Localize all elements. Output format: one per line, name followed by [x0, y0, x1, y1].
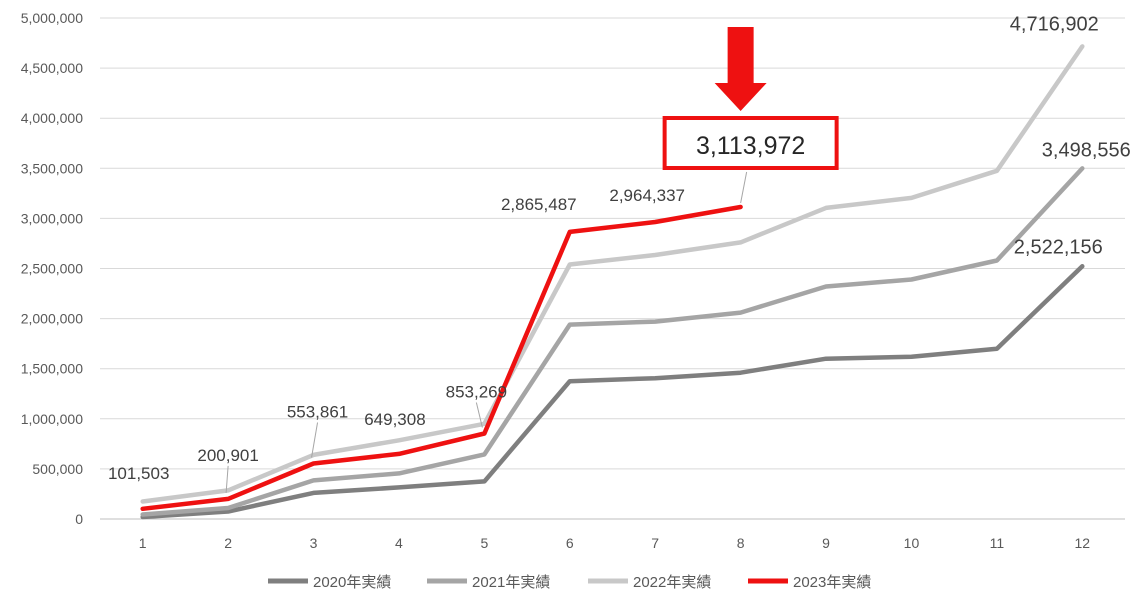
x-axis-ticks: 1 2 3 4 5 6 7 8 9 10 11 12 [139, 535, 1090, 551]
x-tick-label: 8 [737, 535, 745, 551]
series-lines [140, 44, 1085, 520]
legend-label: 2023年実績 [793, 574, 871, 591]
x-tick-label: 4 [395, 535, 403, 551]
callout-value: 3,113,972 [696, 132, 805, 160]
y-tick-label: 1,500,000 [21, 361, 83, 377]
end-data-label: 4,716,902 [1010, 13, 1099, 35]
callout-leader-line [740, 171, 748, 204]
series-line [140, 44, 1085, 504]
series-line [140, 166, 1085, 517]
data-label: 101,503 [108, 464, 169, 483]
y-tick-label: 3,000,000 [21, 210, 83, 226]
legend-label: 2021年実績 [472, 574, 550, 591]
legend-label: 2022年実績 [633, 574, 711, 591]
x-tick-label: 2 [224, 535, 232, 551]
x-tick-label: 6 [566, 535, 574, 551]
x-tick-label: 3 [310, 535, 318, 551]
leader-line [225, 465, 229, 493]
y-tick-label: 1,000,000 [21, 411, 83, 427]
y-tick-label: 2,500,000 [21, 261, 83, 277]
leader-line [475, 402, 483, 428]
down-arrow-icon [714, 27, 767, 111]
end-data-label: 2,522,156 [1014, 236, 1103, 258]
x-tick-label: 11 [990, 535, 1005, 551]
label-leader-lines [225, 171, 748, 493]
x-tick-label: 9 [822, 535, 830, 551]
y-tick-label: 4,000,000 [21, 110, 83, 126]
y-tick-label: 3,500,000 [21, 160, 83, 176]
callout: 3,113,972 [662, 27, 839, 170]
data-label: 200,901 [197, 446, 258, 465]
y-tick-label: 5,000,000 [21, 10, 83, 26]
y-tick-label: 500,000 [32, 461, 83, 477]
data-label: 2,865,487 [501, 195, 577, 214]
x-tick-label: 10 [904, 535, 920, 551]
y-axis-ticks: 0 500,000 1,000,000 1,500,000 2,000,000 2,500… [21, 10, 84, 527]
x-tick-label: 7 [651, 535, 659, 551]
series-line [140, 264, 1085, 520]
legend-item: 2020年実績 [268, 574, 391, 591]
y-tick-label: 2,000,000 [21, 311, 83, 327]
legend-item: 2023年実績 [748, 574, 871, 591]
x-tick-label: 1 [139, 535, 147, 551]
y-tick-label: 0 [75, 511, 83, 527]
legend-item: 2021年実績 [427, 574, 550, 591]
data-label: 553,861 [287, 403, 348, 422]
y-tick-label: 4,500,000 [21, 60, 83, 76]
data-labels: 101,503 200,901 553,861 649,308 853,269 2,865… [108, 13, 1131, 482]
legend: 2020年実績 2021年実績 2022年実績 2023年実績 [268, 574, 871, 591]
data-label: 2,964,337 [609, 186, 685, 205]
legend-label: 2020年実績 [313, 574, 391, 591]
callout-box [662, 116, 839, 170]
legend-item: 2022年実績 [588, 574, 711, 591]
gridlines [100, 17, 1125, 520]
x-tick-label: 12 [1075, 535, 1091, 551]
series-line [140, 204, 743, 512]
x-tick-label: 5 [480, 535, 488, 551]
data-label: 853,269 [446, 383, 507, 402]
leader-line [311, 422, 319, 458]
end-data-label: 3,498,556 [1042, 139, 1131, 161]
data-label: 649,308 [364, 410, 425, 429]
